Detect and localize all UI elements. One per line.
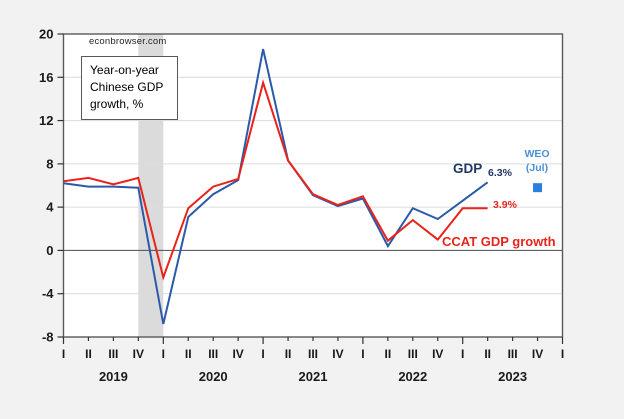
x-tick-label: II [185,347,192,361]
x-tick-label: III [508,347,518,361]
x-tick-label: IV [432,347,443,361]
year-label: 2022 [398,369,427,384]
year-label: 2021 [299,369,328,384]
x-tick-label: I [62,347,65,361]
x-tick-label: IV [532,347,543,361]
y-tick-label: -4 [42,286,54,301]
ccat-series-label: CCAT GDP growth [442,234,556,249]
weo-marker [533,183,543,193]
ccat-value-label: 3.9% [493,199,517,211]
year-label: 2019 [99,369,128,384]
weo-forecast-label: WEO (Jul) [516,147,558,175]
x-tick-label: I [162,347,165,361]
year-label: 2020 [199,369,228,384]
x-tick-label: II [385,347,392,361]
x-tick-label: III [308,347,318,361]
gdp-line [63,48,489,325]
y-tick-label: 8 [46,156,53,171]
x-tick-label: III [108,347,118,361]
x-tick-label: II [484,347,491,361]
x-tick-label: II [85,347,92,361]
x-tick-label: III [408,347,418,361]
gdp-value-label: 6.3% [488,167,512,179]
x-tick-label: I [361,347,364,361]
y-tick-label: 16 [39,70,53,85]
weo-label-line1: WEO [524,148,550,160]
y-tick-label: 12 [39,113,53,128]
y-tick-label: 20 [39,27,53,42]
x-tick-label: IV [332,347,343,361]
y-tick-label: -8 [42,330,54,345]
x-tick-label: I [261,347,264,361]
year-label: 2023 [498,369,527,384]
ccat-line [63,79,488,281]
annotation-box: Year-on-year Chinese GDP growth, % [81,56,178,121]
x-tick-label: III [208,347,218,361]
x-tick-label: I [461,347,464,361]
y-tick-label: 4 [46,200,54,215]
weo-label-line2: (Jul) [525,162,549,175]
x-tick-label: IV [133,347,144,361]
x-tick-label: I [561,347,564,361]
x-tick-label: II [285,347,292,361]
x-tick-label: IV [232,347,243,361]
watermark: econbrowser.com [89,36,167,47]
y-tick-label: 0 [46,243,53,258]
gdp-series-label: GDP [453,161,483,176]
